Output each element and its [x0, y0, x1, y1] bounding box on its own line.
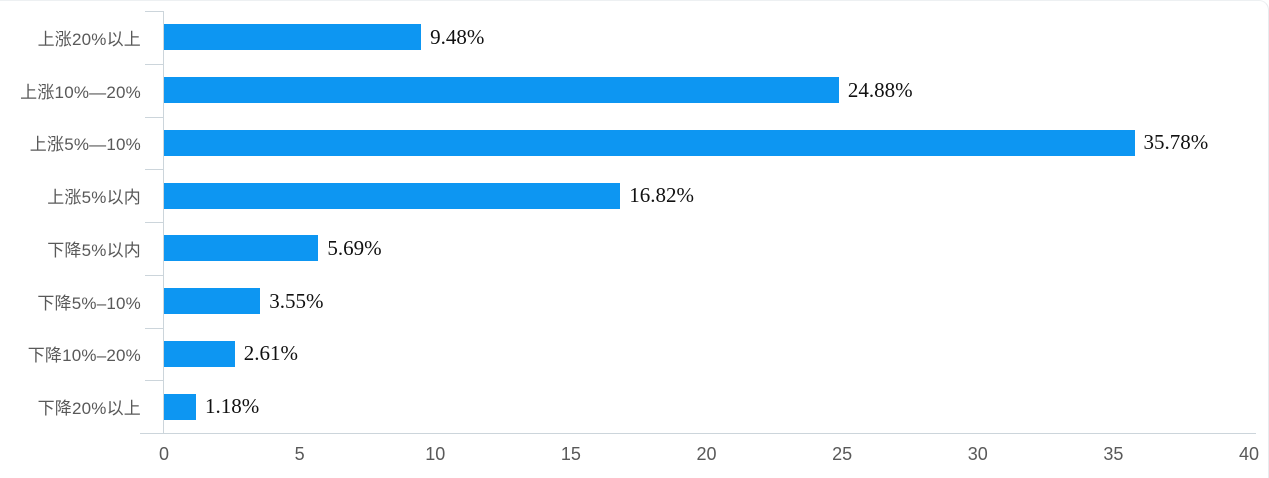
y-axis-tick-mark	[145, 64, 164, 65]
x-axis-tick-label: 15	[560, 444, 581, 464]
bar-value-label: 9.48%	[430, 24, 485, 49]
x-axis-tick-label: 25	[832, 444, 853, 464]
x-axis-tick-labels: 0 5 10 15 20 25 30 35 40	[159, 444, 1259, 468]
bar-value-label: 1.18%	[205, 394, 260, 419]
bar-row: 9.48%	[164, 11, 1249, 64]
bar	[164, 393, 196, 420]
bar-row: 16.82%	[164, 169, 1249, 222]
bar	[164, 77, 839, 104]
x-axis-tick-label: 35	[1103, 444, 1124, 464]
bar-row: 24.88%	[164, 64, 1249, 117]
bar-value-label: 16.82%	[629, 183, 694, 208]
y-axis-tick-mark	[145, 222, 164, 223]
category-label: 上涨20%以上	[37, 29, 141, 49]
x-axis-tick-label: 30	[967, 444, 988, 464]
x-axis-tick-label: 40	[1238, 444, 1260, 464]
y-axis-tick-mark	[145, 328, 164, 329]
bar	[164, 288, 261, 315]
bar-value-label: 5.69%	[327, 235, 382, 260]
bar	[164, 340, 235, 367]
category-label: 上涨5%—10%	[29, 135, 141, 155]
bar	[164, 182, 621, 209]
x-axis-tick-label: 0	[158, 444, 170, 464]
y-axis-tick-mark	[145, 169, 164, 170]
bar	[164, 129, 1135, 156]
x-axis-line	[140, 433, 1256, 434]
y-axis-tick-mark	[145, 433, 164, 434]
x-axis-tick-label: 5	[294, 444, 305, 464]
bar-row: 2.61%	[164, 328, 1249, 381]
x-axis-tick-label: 10	[425, 444, 446, 464]
y-axis-category-labels: 上涨20%以上上涨10%—20% 上涨5%—10% 上涨5%以内 下降5%以内下降5%…	[0, 11, 141, 433]
y-axis-tick-mark	[145, 117, 164, 118]
bar-value-label: 3.55%	[269, 288, 324, 313]
bar	[164, 24, 422, 51]
bar-row: 35.78%	[164, 117, 1249, 170]
category-label: 下降20%以上	[37, 399, 141, 419]
bar-value-label: 24.88%	[847, 77, 913, 102]
category-label: 上涨5%以内	[47, 188, 141, 208]
bar	[164, 235, 319, 262]
category-label: 下降5%以内	[47, 240, 141, 260]
category-label: 上涨10%—20%	[20, 82, 141, 102]
bar-value-label: 35.78%	[1143, 130, 1209, 155]
bar-row: 5.69%	[164, 222, 1249, 275]
plot-area: 9.48% 24.88% 35.78% 16.82% 5.69% 3.55% 2…	[164, 11, 1249, 433]
category-label: 下降5%–10%	[37, 293, 141, 313]
bar-row: 1.18%	[164, 380, 1249, 433]
x-axis-tick-label: 20	[696, 444, 717, 464]
y-axis-tick-mark	[145, 11, 164, 12]
y-axis-tick-mark	[145, 275, 164, 276]
y-axis-tick-mark	[145, 380, 164, 381]
bar-value-label: 2.61%	[243, 341, 299, 366]
category-label: 下降10%–20%	[27, 346, 141, 366]
bar-row: 3.55%	[164, 275, 1249, 328]
